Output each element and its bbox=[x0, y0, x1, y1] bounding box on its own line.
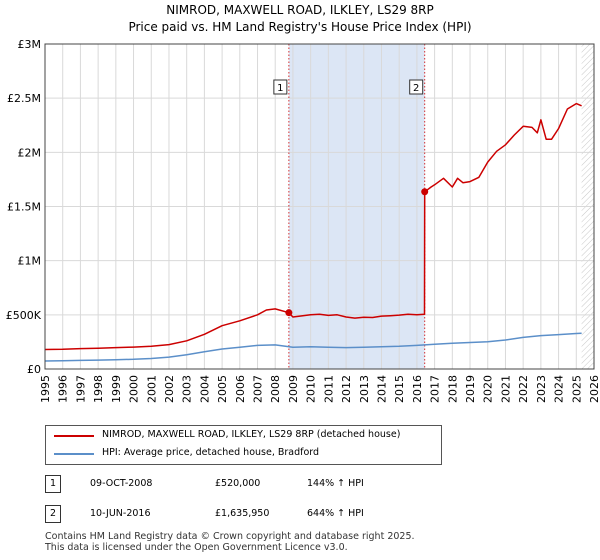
legend-item-hpi: HPI: Average price, detached house, Brad… bbox=[46, 446, 439, 462]
y-tick-label: £2.5M bbox=[7, 92, 41, 105]
x-tick-label: 1996 bbox=[57, 375, 70, 403]
x-tick-label: 2019 bbox=[464, 375, 477, 403]
x-tick-label: 2018 bbox=[446, 375, 459, 403]
x-tick-label: 2005 bbox=[216, 375, 229, 403]
x-tick-label: 2010 bbox=[305, 375, 318, 403]
transaction-price: £1,635,950 bbox=[215, 508, 270, 519]
chart-subtitle: Price paid vs. HM Land Registry's House … bbox=[128, 20, 472, 34]
hpi-line bbox=[44, 332, 582, 362]
y-tick-label: £3M bbox=[18, 38, 42, 51]
x-tick-label: 2006 bbox=[234, 375, 247, 403]
x-tick-label: 1998 bbox=[92, 375, 105, 403]
x-tick-label: 2007 bbox=[252, 375, 265, 403]
x-tick-label: 2024 bbox=[553, 375, 566, 403]
y-tick-label: £500K bbox=[6, 309, 42, 322]
transaction-point bbox=[285, 309, 293, 317]
marker-label-box bbox=[273, 79, 288, 95]
transaction-hpi-change: 644% ↑ HPI bbox=[307, 508, 364, 519]
transaction-hpi-change: 144% ↑ HPI bbox=[307, 478, 364, 489]
marker-label: 1 bbox=[277, 83, 283, 94]
plot-frame bbox=[44, 43, 595, 370]
footer-licence: This data is licensed under the Open Gov… bbox=[45, 542, 348, 553]
y-tick-label: £1M bbox=[18, 255, 42, 268]
x-tick-label: 1995 bbox=[39, 375, 52, 403]
x-tick-label: 2001 bbox=[145, 375, 158, 403]
chart-title: NIMROD, MAXWELL ROAD, ILKLEY, LS29 8RP bbox=[166, 3, 434, 17]
legend-swatch-hpi bbox=[54, 453, 94, 455]
x-tick-label: 1997 bbox=[74, 375, 87, 403]
transaction-number: 1 bbox=[45, 475, 61, 493]
x-tick-label: 2023 bbox=[535, 375, 548, 403]
marker-label-box bbox=[409, 79, 424, 95]
legend-label-hpi: HPI: Average price, detached house, Brad… bbox=[102, 447, 320, 458]
x-tick-label: 2013 bbox=[358, 375, 371, 403]
x-tick-label: 2015 bbox=[393, 375, 406, 403]
legend-swatch-property bbox=[54, 435, 94, 437]
transaction-date: 09-OCT-2008 bbox=[90, 478, 153, 489]
y-tick-label: £2M bbox=[18, 146, 42, 159]
transaction-row: 2 10-JUN-2016 £1,635,950 644% ↑ HPI bbox=[45, 505, 545, 525]
transaction-date: 10-JUN-2016 bbox=[90, 508, 151, 519]
legend-label-property: NIMROD, MAXWELL ROAD, ILKLEY, LS29 8RP (… bbox=[102, 429, 401, 440]
legend-item-property: NIMROD, MAXWELL ROAD, ILKLEY, LS29 8RP (… bbox=[46, 428, 439, 444]
x-tick-label: 2017 bbox=[429, 375, 442, 403]
x-tick-label: 2000 bbox=[128, 375, 141, 403]
x-tick-label: 2008 bbox=[269, 375, 282, 403]
marker-label: 2 bbox=[413, 83, 419, 94]
x-tick-label: 2014 bbox=[375, 375, 388, 403]
x-tick-label: 2026 bbox=[588, 375, 600, 403]
y-tick-label: £1.5M bbox=[7, 201, 41, 214]
x-tick-label: 2009 bbox=[287, 375, 300, 403]
transaction-number: 2 bbox=[45, 505, 61, 523]
transaction-row: 1 09-OCT-2008 £520,000 144% ↑ HPI bbox=[45, 475, 545, 495]
price-chart: £0 £500K £1M £1.5M £2M £2.5M £3M 1995 1996 1997 19… bbox=[6, 38, 600, 403]
y-tick-label: £0 bbox=[27, 363, 41, 376]
x-tick-label: 2002 bbox=[163, 375, 176, 403]
property-price-line bbox=[44, 102, 582, 351]
x-tick-label: 2004 bbox=[198, 375, 211, 403]
x-tick-label: 2022 bbox=[517, 375, 530, 403]
footer-copyright: Contains HM Land Registry data © Crown c… bbox=[45, 531, 415, 542]
legend: NIMROD, MAXWELL ROAD, ILKLEY, LS29 8RP (… bbox=[45, 425, 442, 465]
transaction-price: £520,000 bbox=[215, 478, 261, 489]
x-tick-label: 2011 bbox=[322, 375, 335, 403]
x-tick-label: 2020 bbox=[482, 375, 495, 403]
x-tick-label: 2025 bbox=[570, 375, 583, 403]
x-tick-label: 2003 bbox=[181, 375, 194, 403]
transaction-point bbox=[421, 188, 429, 196]
x-tick-label: 2012 bbox=[340, 375, 353, 403]
x-tick-label: 1999 bbox=[110, 375, 123, 403]
x-tick-label: 2021 bbox=[499, 375, 512, 403]
x-tick-label: 2016 bbox=[411, 375, 424, 403]
